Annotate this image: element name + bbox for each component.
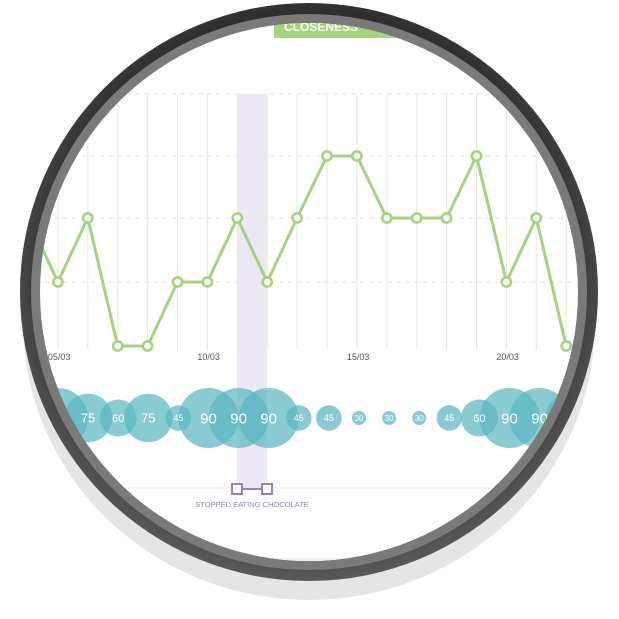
closeness-tab-label: CLOSENESS — [284, 20, 358, 34]
data-point[interactable] — [261, 276, 274, 288]
event-annotation: STOPPED EATING CHOCOLATE — [195, 483, 309, 509]
bubble-label: 30 — [385, 414, 394, 423]
data-point[interactable] — [291, 212, 303, 224]
data-point[interactable] — [171, 276, 184, 288]
x-tick-label: 15/03 — [347, 352, 370, 362]
bubble[interactable] — [436, 405, 463, 431]
card-footer — [40, 558, 578, 561]
data-point[interactable] — [560, 340, 573, 352]
bubble-label: 90 — [200, 410, 217, 427]
event-end-handle[interactable] — [261, 483, 273, 495]
bubble-label: 45 — [324, 413, 334, 423]
bubble-label: 60 — [112, 413, 124, 425]
data-point[interactable] — [81, 212, 94, 224]
lens-face — [40, 23, 578, 561]
bubble-label: 45 — [294, 413, 304, 423]
bubble[interactable] — [238, 388, 299, 448]
bubble-label: 30 — [415, 414, 424, 423]
data-point[interactable] — [141, 340, 154, 352]
bubble[interactable] — [352, 411, 366, 425]
bubble-label: 90 — [501, 410, 518, 427]
data-point[interactable] — [350, 150, 363, 162]
bubble[interactable] — [412, 411, 427, 425]
bubble-label: 90 — [260, 410, 277, 427]
x-tick-label: 05/03 — [48, 352, 71, 362]
bubble[interactable] — [286, 405, 312, 431]
data-point[interactable] — [380, 212, 393, 224]
data-point[interactable] — [470, 150, 483, 162]
event-label: STOPPED EATING CHOCOLATE — [195, 500, 308, 509]
data-point[interactable] — [410, 212, 423, 224]
data-point[interactable] — [231, 212, 244, 224]
data-point[interactable] — [530, 212, 543, 224]
bubble[interactable] — [124, 393, 173, 443]
bubble[interactable] — [316, 405, 342, 431]
bubble-label: 30 — [355, 414, 364, 423]
bubble-label: 75 — [81, 411, 95, 426]
bubble-label: 75 — [141, 411, 155, 426]
event-start-handle[interactable] — [231, 483, 243, 495]
x-axis-ticks: 05/03 10/03 15/03 20/03 — [48, 352, 519, 362]
x-tick-label: 20/03 — [496, 352, 519, 362]
data-point[interactable] — [52, 276, 64, 288]
x-tick-label: 10/03 — [197, 352, 220, 362]
bubble-label: 60 — [473, 413, 485, 425]
line-series — [40, 150, 578, 352]
bubble-label: 45 — [173, 413, 183, 423]
data-point[interactable] — [321, 150, 333, 162]
bubble-label: 45 — [444, 413, 454, 423]
data-point[interactable] — [500, 276, 513, 288]
data-point[interactable] — [111, 340, 124, 352]
bubble-label: 90 — [531, 410, 548, 427]
data-point[interactable] — [201, 276, 214, 288]
bubble-label: 90 — [230, 410, 247, 427]
bubble[interactable] — [382, 411, 397, 425]
data-point[interactable] — [440, 212, 453, 224]
